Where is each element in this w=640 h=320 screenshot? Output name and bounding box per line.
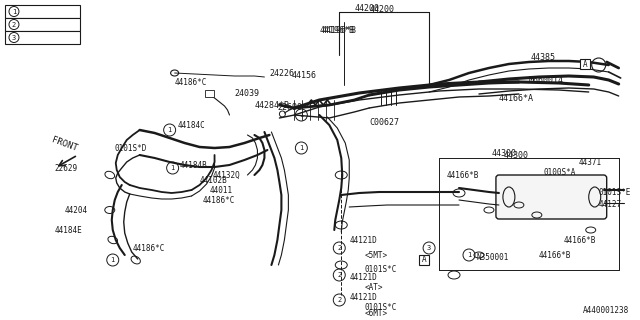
Text: 44166*A: 44166*A: [499, 93, 534, 102]
Text: 0101S*D: 0101S*D: [115, 143, 147, 153]
Text: 1: 1: [12, 9, 16, 14]
Text: 3: 3: [12, 35, 16, 41]
Text: 44102B: 44102B: [200, 175, 227, 185]
Text: 44200: 44200: [355, 4, 380, 12]
Text: 22690: 22690: [277, 102, 303, 111]
Text: <5MT>: <5MT>: [364, 251, 387, 260]
Text: 44200: 44200: [369, 4, 394, 13]
Text: 1: 1: [170, 165, 175, 171]
Text: 44184E: 44184E: [55, 226, 83, 235]
Text: 44196*B: 44196*B: [319, 26, 355, 35]
Text: 44204: 44204: [65, 205, 88, 214]
Text: 0125S: 0125S: [25, 20, 50, 29]
Text: 1: 1: [300, 112, 303, 118]
Text: A: A: [422, 255, 426, 265]
Text: 44186*C: 44186*C: [132, 244, 165, 252]
Bar: [5, 31, 80, 44]
Text: 44166*B: 44166*B: [564, 236, 596, 244]
Text: 0101S*C: 0101S*C: [364, 303, 397, 313]
Text: 0238S*B: 0238S*B: [25, 33, 60, 42]
Text: 2: 2: [337, 297, 341, 303]
Text: 24226: 24226: [269, 68, 294, 77]
Text: 24039: 24039: [234, 89, 259, 98]
Text: <6MT>: <6MT>: [364, 309, 387, 318]
Text: 44127: 44127: [598, 199, 622, 209]
Text: N350001: N350001: [477, 253, 509, 262]
Text: 0101S*E: 0101S*E: [598, 188, 631, 196]
Text: 2: 2: [337, 272, 341, 278]
Bar: [419, 255, 429, 265]
Text: FRONT: FRONT: [51, 135, 79, 153]
Text: M660014: M660014: [529, 76, 564, 84]
Text: 44371: 44371: [579, 157, 602, 166]
Text: 44121D: 44121D: [349, 236, 377, 244]
Bar: [205, 90, 214, 97]
Text: 44166*B: 44166*B: [447, 171, 479, 180]
Text: 44186*C: 44186*C: [175, 77, 207, 86]
Text: 1: 1: [467, 252, 471, 258]
Text: 0101S*C: 0101S*C: [364, 266, 397, 275]
Bar: [5, 18, 80, 31]
Text: 0100S*A: 0100S*A: [544, 167, 576, 177]
Text: C00627: C00627: [369, 117, 399, 126]
Text: 3: 3: [427, 245, 431, 251]
Text: 44300: 44300: [492, 148, 516, 157]
Text: 44186*C: 44186*C: [203, 196, 235, 204]
Text: 44166*B: 44166*B: [539, 251, 572, 260]
FancyBboxPatch shape: [496, 175, 607, 219]
Text: 44121D: 44121D: [349, 274, 377, 283]
Text: 44196*B: 44196*B: [321, 26, 356, 35]
Bar: [580, 59, 589, 69]
Text: 44132Q: 44132Q: [212, 171, 240, 180]
Text: N370029: N370029: [25, 7, 60, 16]
Text: 44385: 44385: [531, 52, 556, 61]
Text: 44121D: 44121D: [349, 293, 377, 302]
Text: <AT>: <AT>: [364, 284, 383, 292]
Text: 1: 1: [300, 145, 303, 151]
Text: 22629: 22629: [55, 164, 78, 172]
Text: 44184B: 44184B: [180, 161, 207, 170]
Text: 44011: 44011: [209, 186, 233, 195]
Text: A: A: [582, 60, 587, 68]
Bar: [5, 5, 80, 18]
Text: 1: 1: [111, 257, 115, 263]
Text: 2: 2: [12, 21, 16, 28]
Text: 1: 1: [168, 127, 172, 133]
Text: 44284*B: 44284*B: [254, 100, 289, 109]
Text: 44184C: 44184C: [178, 121, 205, 130]
Text: 44300: 44300: [504, 150, 529, 159]
Text: 2: 2: [337, 245, 341, 251]
Text: 44156: 44156: [291, 70, 316, 79]
Text: A440001238: A440001238: [582, 306, 628, 315]
